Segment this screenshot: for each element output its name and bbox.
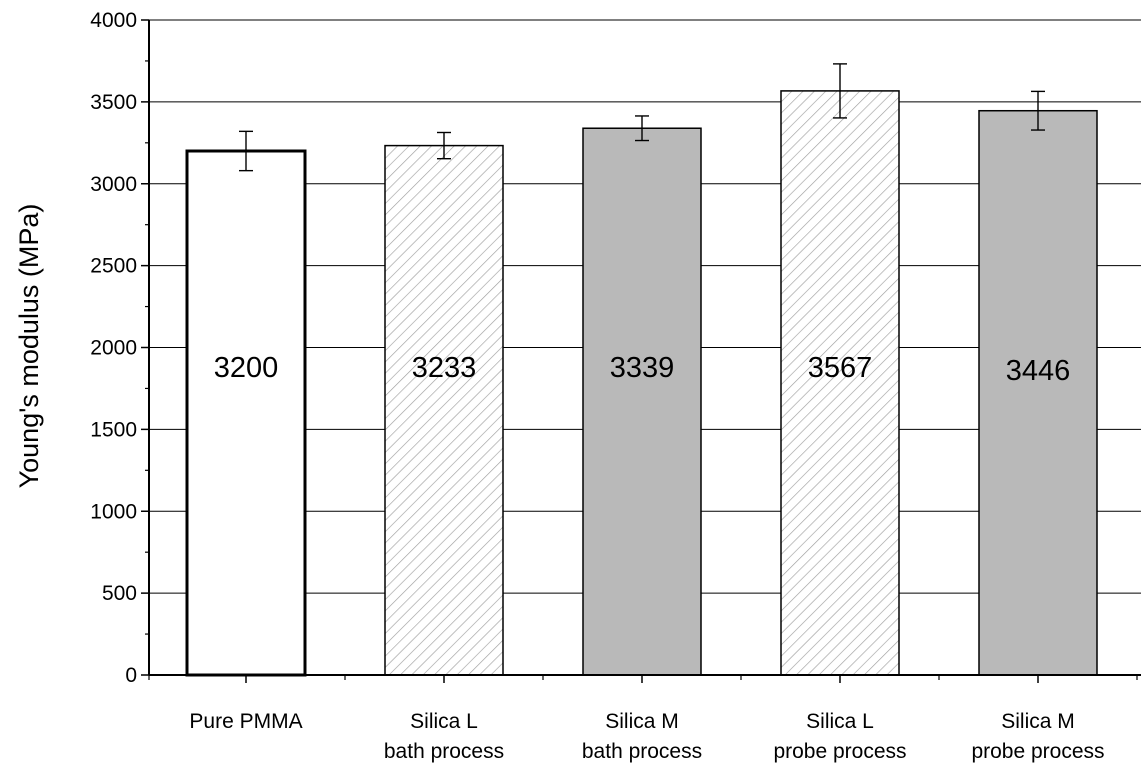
- category-label: Silica M bath process: [582, 710, 702, 763]
- bar: [582, 127, 702, 676]
- category-label: Silica L probe process: [773, 710, 906, 763]
- value-label: 3339: [610, 352, 675, 384]
- bars: [185, 63, 1098, 677]
- y-axis-title: Young's modulus (MPa): [14, 204, 44, 489]
- category-label-line: Silica L: [806, 710, 874, 733]
- y-tick-label: 4000: [90, 9, 137, 32]
- labels: 3200 Pure PMMA 3233 Silica L bath process 333…: [90, 9, 1104, 763]
- category-label: Silica L bath process: [384, 710, 504, 763]
- category-label-line: bath process: [384, 740, 504, 763]
- category-label-line: probe process: [971, 740, 1104, 763]
- y-tick-label: 1500: [90, 418, 137, 441]
- y-tick-label: 3000: [90, 173, 137, 196]
- value-label: 3200: [214, 352, 279, 384]
- category-label: Pure PMMA: [189, 710, 302, 733]
- bar: [384, 144, 504, 676]
- error-bar: [1031, 90, 1045, 131]
- axes: [141, 19, 1141, 683]
- error-bar: [833, 63, 847, 119]
- y-tick-label: 1000: [90, 500, 137, 523]
- bar: [185, 149, 307, 677]
- value-label: 3233: [412, 352, 477, 384]
- category-label: Silica M probe process: [971, 710, 1104, 763]
- y-tick-label: 2000: [90, 337, 137, 360]
- category-label-line: probe process: [773, 740, 906, 763]
- category-label-line: Silica L: [410, 710, 478, 733]
- y-tick-label: 3500: [90, 91, 137, 114]
- y-tick-label: 500: [102, 582, 137, 605]
- category-label-line: Silica M: [1001, 710, 1075, 733]
- value-label: 3567: [808, 352, 873, 384]
- error-bar: [239, 130, 253, 172]
- category-label-line: Silica M: [605, 710, 679, 733]
- bar: [780, 90, 900, 676]
- bar: [978, 109, 1098, 676]
- error-bar: [437, 131, 451, 160]
- category-label-line: Pure PMMA: [189, 710, 302, 733]
- y-tick-label: 2500: [90, 255, 137, 278]
- category-label-line: bath process: [582, 740, 702, 763]
- y-tick-label: 0: [125, 664, 137, 687]
- value-label: 3446: [1006, 355, 1071, 387]
- error-bar: [635, 115, 649, 142]
